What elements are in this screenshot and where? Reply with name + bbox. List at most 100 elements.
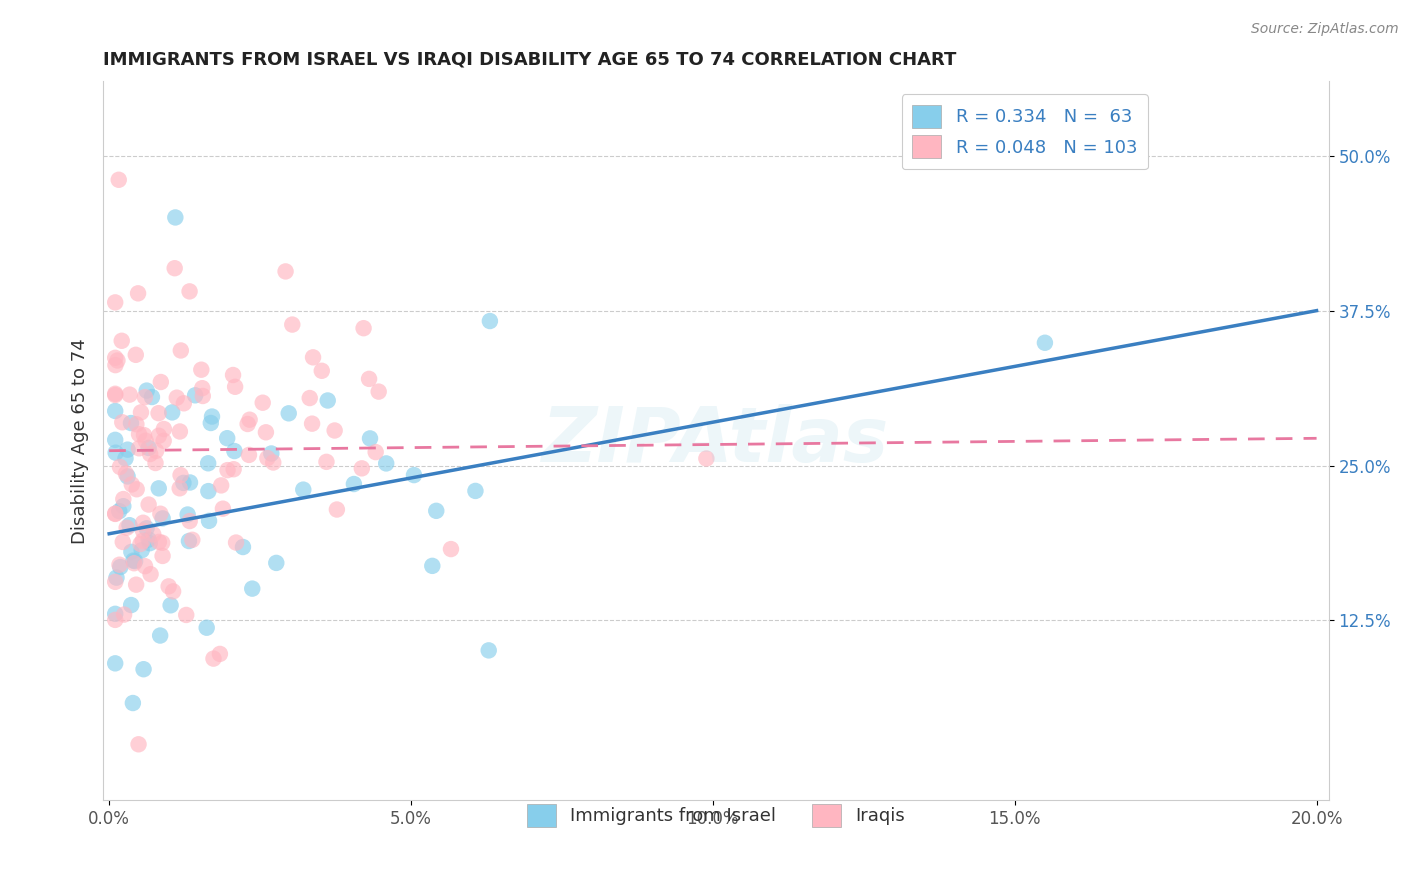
Point: [131, 533, 153, 548]
Point: [149, 375, 172, 389]
Point: [117, 469, 139, 483]
Point: [302, 351, 325, 365]
Point: [149, 507, 172, 521]
Point: [104, 607, 127, 621]
Point: [225, 535, 247, 549]
Point: [107, 173, 129, 187]
Point: [104, 351, 127, 365]
Point: [104, 446, 127, 460]
Point: [125, 482, 148, 496]
Point: [153, 422, 176, 436]
Point: [208, 647, 231, 661]
Point: [311, 364, 333, 378]
Point: [191, 389, 214, 403]
Point: [118, 518, 141, 533]
Point: [464, 483, 486, 498]
Point: [222, 462, 245, 476]
Point: [173, 396, 195, 410]
Point: [169, 481, 191, 495]
Point: [112, 491, 135, 506]
Point: [222, 368, 245, 382]
Point: [104, 388, 127, 402]
Point: [163, 261, 186, 276]
Point: [129, 537, 152, 551]
Point: [132, 516, 155, 530]
Point: [122, 553, 145, 567]
Point: [108, 504, 131, 518]
Point: [224, 444, 246, 458]
Point: [364, 445, 387, 459]
Point: [169, 425, 191, 439]
Point: [162, 584, 184, 599]
Point: [191, 381, 214, 395]
Point: [184, 388, 207, 402]
Point: [326, 502, 349, 516]
Point: [425, 504, 447, 518]
Text: IMMIGRANTS FROM ISRAEL VS IRAQI DISABILITY AGE 65 TO 74 CORRELATION CHART: IMMIGRANTS FROM ISRAEL VS IRAQI DISABILI…: [103, 51, 956, 69]
Point: [138, 498, 160, 512]
Point: [375, 457, 398, 471]
Point: [172, 475, 194, 490]
Point: [128, 442, 150, 456]
Point: [159, 599, 181, 613]
Point: [104, 358, 127, 372]
Point: [141, 390, 163, 404]
Point: [179, 514, 201, 528]
Point: [256, 451, 278, 466]
Point: [478, 314, 501, 328]
Point: [420, 558, 443, 573]
Point: [212, 501, 235, 516]
Point: [110, 560, 132, 574]
Point: [134, 390, 156, 404]
Point: [316, 393, 339, 408]
Point: [118, 387, 141, 401]
Point: [122, 556, 145, 570]
Point: [145, 443, 167, 458]
Point: [301, 417, 323, 431]
Point: [343, 477, 366, 491]
Point: [197, 484, 219, 499]
Point: [169, 468, 191, 483]
Point: [254, 425, 277, 440]
Point: [114, 451, 136, 466]
Point: [202, 651, 225, 665]
Point: [135, 434, 157, 448]
Point: [108, 459, 131, 474]
Point: [122, 696, 145, 710]
Point: [148, 428, 170, 442]
Point: [139, 447, 162, 461]
Point: [148, 535, 170, 549]
Point: [105, 571, 128, 585]
Point: [138, 441, 160, 455]
Point: [1033, 335, 1056, 350]
Point: [298, 391, 321, 405]
Point: [152, 511, 174, 525]
Point: [149, 628, 172, 642]
Point: [209, 478, 232, 492]
Point: [277, 406, 299, 420]
Point: [112, 607, 135, 622]
Point: [224, 380, 246, 394]
Point: [120, 598, 142, 612]
Point: [104, 295, 127, 310]
Point: [240, 582, 263, 596]
Point: [179, 285, 201, 299]
Point: [108, 558, 131, 572]
Point: [125, 348, 148, 362]
Point: [157, 579, 180, 593]
Y-axis label: Disability Age 65 to 74: Disability Age 65 to 74: [72, 338, 89, 543]
Point: [115, 467, 138, 481]
Point: [274, 264, 297, 278]
Point: [134, 559, 156, 574]
Point: [125, 577, 148, 591]
Point: [111, 334, 134, 348]
Point: [350, 461, 373, 475]
Point: [292, 483, 315, 497]
Point: [135, 521, 157, 535]
Point: [198, 514, 221, 528]
Point: [315, 455, 337, 469]
Point: [132, 428, 155, 442]
Point: [148, 406, 170, 420]
Point: [478, 643, 501, 657]
Point: [239, 413, 262, 427]
